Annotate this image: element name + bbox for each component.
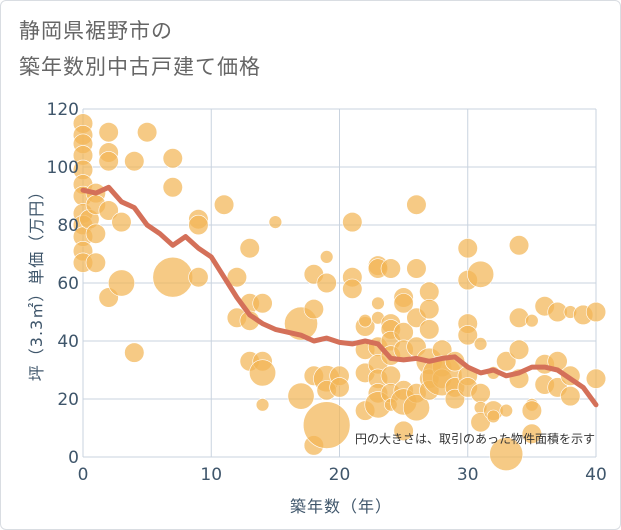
bubble-point [287, 382, 315, 410]
bubble-point [457, 238, 478, 259]
bubble-point [137, 122, 158, 143]
bubble-point [560, 386, 581, 407]
bubble-point [419, 299, 440, 320]
bubble-point [499, 403, 513, 418]
y-tick-label: 60 [57, 274, 79, 294]
bubble-point [98, 151, 119, 172]
bubble-point [255, 398, 270, 412]
x-tick-label: 30 [457, 465, 479, 485]
x-tick-label: 10 [200, 465, 222, 485]
chart-title-line-2: 築年数別中古戸建て価格 [19, 55, 261, 79]
bubble-point [521, 400, 542, 421]
bubble-point [486, 409, 501, 424]
bubble-point [508, 235, 530, 256]
bubble-point [342, 278, 363, 299]
bubble-point [380, 258, 401, 279]
bubble-point [419, 319, 440, 340]
bubble-point [213, 194, 235, 215]
bubble-point [124, 342, 145, 363]
x-tick-label: 40 [585, 465, 607, 485]
bubble-point [358, 314, 372, 328]
bubble-point [188, 214, 209, 236]
x-axis-title: 築年数（年） [290, 497, 392, 516]
bubble-point [316, 272, 337, 294]
bubble-point [393, 293, 414, 314]
bubble-point [162, 148, 183, 169]
bubble-point [585, 301, 607, 323]
bubble-point [188, 267, 209, 288]
bubble-layer [72, 113, 607, 472]
bubble-point [268, 215, 283, 229]
bubble-point [111, 212, 132, 233]
y-tick-label: 120 [47, 100, 79, 120]
bubble-point [329, 377, 350, 398]
bubble-point [406, 194, 427, 215]
y-tick-label: 80 [57, 216, 79, 236]
bubble-point [302, 401, 351, 449]
y-tick-label: 0 [68, 448, 79, 468]
bubble-point [319, 250, 334, 264]
bubble-point [342, 212, 363, 233]
bubble-point [249, 359, 277, 387]
bubble-point [371, 296, 385, 310]
y-tick-label: 40 [57, 332, 79, 352]
bubble-point [444, 388, 466, 410]
bubble-point [239, 238, 260, 259]
average-line-layer [80, 184, 599, 408]
bubble-point [124, 151, 145, 172]
average-price-line [80, 184, 599, 408]
bubble-point [152, 256, 194, 298]
bubble-point [457, 325, 478, 346]
bubble-point [585, 368, 607, 389]
y-axis-title: 坪（3.3㎡）単価（万円） [27, 183, 46, 381]
bubble-point [85, 223, 106, 244]
y-tick-label: 100 [47, 158, 79, 178]
tick-labels: 0 10 20 30 40 0 20 40 60 80 100 120 [47, 100, 607, 485]
bubble-point [98, 122, 119, 143]
chart-title-line-1: 静岡県裾野市の [19, 19, 173, 43]
bubble-point [419, 281, 440, 302]
size-note: 円の大きさは、取引のあった物件面積を示す [355, 431, 595, 446]
bubble-point [162, 177, 183, 198]
bubble-point [473, 337, 488, 351]
y-tick-label: 20 [57, 390, 79, 410]
bubble-point [470, 383, 491, 404]
bubble-point [107, 269, 135, 297]
x-tick-label: 0 [78, 465, 89, 485]
bubble-point [525, 314, 539, 328]
bubble-point [226, 267, 247, 288]
bubble-point [508, 339, 530, 360]
bubble-point [252, 293, 273, 314]
bubble-point [393, 420, 414, 442]
bubble-point [467, 260, 495, 288]
x-tick-label: 20 [329, 465, 351, 485]
bubble-point [496, 351, 517, 372]
bubble-point [98, 200, 119, 221]
bubble-point [521, 423, 542, 444]
bubble-point [85, 252, 106, 273]
bubble-point [303, 299, 324, 320]
bubble-point [402, 394, 430, 422]
bubble-point [489, 437, 524, 472]
bubble-point [406, 258, 427, 279]
